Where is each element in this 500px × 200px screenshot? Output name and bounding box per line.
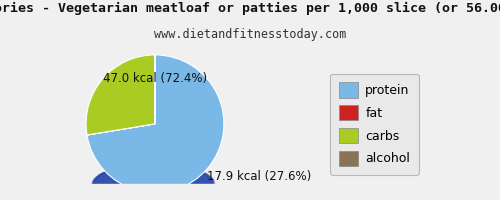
Ellipse shape — [93, 164, 212, 200]
Text: Calories - Vegetarian meatloaf or patties per 1,000 slice (or 56.00 g): Calories - Vegetarian meatloaf or pattie… — [0, 2, 500, 15]
Ellipse shape — [94, 164, 214, 200]
Ellipse shape — [94, 164, 214, 200]
Wedge shape — [87, 55, 224, 193]
Bar — [68, 184, 242, 200]
Text: 47.0 kcal (72.4%): 47.0 kcal (72.4%) — [103, 72, 207, 85]
Ellipse shape — [94, 164, 214, 200]
Wedge shape — [87, 124, 155, 135]
Ellipse shape — [92, 164, 212, 200]
Ellipse shape — [93, 164, 213, 200]
Ellipse shape — [92, 164, 212, 200]
Text: 17.9 kcal (27.6%): 17.9 kcal (27.6%) — [207, 170, 312, 183]
Wedge shape — [86, 55, 155, 135]
Legend: protein, fat, carbs, alcohol: protein, fat, carbs, alcohol — [330, 73, 419, 174]
Ellipse shape — [94, 163, 214, 200]
Text: www.dietandfitnesstoday.com: www.dietandfitnesstoday.com — [154, 28, 346, 41]
